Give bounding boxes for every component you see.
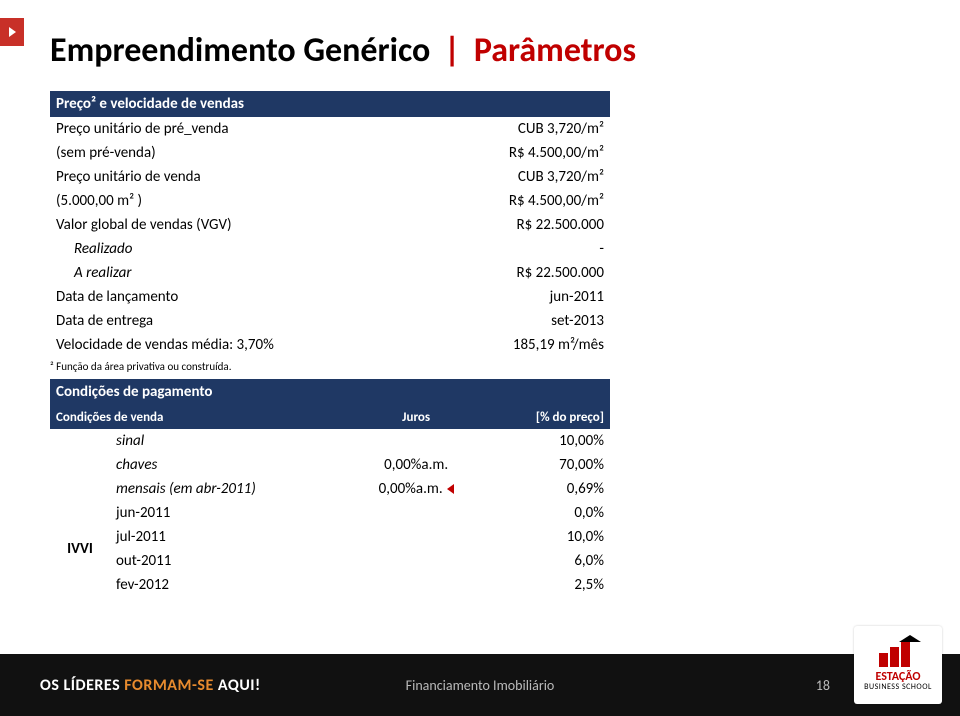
row-label: Data de lançamento <box>50 285 432 309</box>
table-row: jul-2011 10,0% <box>50 525 610 549</box>
subheader-col1: Condições de venda <box>50 405 348 429</box>
row-juros: 0,00%a.m. <box>348 477 484 501</box>
tagline-post: AQUI! <box>214 676 261 695</box>
logo: ESTAÇÃO BUSINESS SCHOOL <box>854 626 942 704</box>
footer-tagline: OS LÍDERES FORMAM-SE AQUI! <box>40 676 261 695</box>
logo-icon <box>879 639 917 667</box>
row-value: jun-2011 <box>432 285 610 309</box>
table-row: Realizado- <box>50 237 610 261</box>
title-separator: | <box>444 30 460 71</box>
row-label: Realizado <box>50 237 432 261</box>
ivvi-row-label: jun-2011 <box>110 501 348 525</box>
footer-page: 18 <box>816 677 830 694</box>
table-row: Valor global de vendas (VGV)R$ 22.500.00… <box>50 213 610 237</box>
row-label: Preço unitário de venda <box>50 165 432 189</box>
ivvi-row-value: 10,0% <box>484 525 610 549</box>
title-part1: Empreendimento Genérico <box>50 30 430 71</box>
tagline-orange: FORMAM-SE <box>124 676 213 695</box>
price-velocity-table: Preço² e velocidade de vendas Preço unit… <box>50 91 610 357</box>
table-row: Preço unitário de pré_vendaCUB 3,720/m² <box>50 117 610 141</box>
table-row: (5.000,00 m² )R$ 4.500,00/m² <box>50 189 610 213</box>
subheader-col3: [% do preço] <box>484 405 610 429</box>
row-value: 70,00% <box>484 453 610 477</box>
table-row: Velocidade de vendas média: 3,70%185,19 … <box>50 333 610 357</box>
row-label: sinal <box>110 429 348 453</box>
payment-conditions-table: Condições de pagamento Condições de vend… <box>50 379 610 597</box>
params-table-wrap: Preço² e velocidade de vendas Preço unit… <box>50 91 610 597</box>
row-label: (5.000,00 m² ) <box>50 189 432 213</box>
row-juros <box>348 429 484 453</box>
table-row: Data de entregaset-2013 <box>50 309 610 333</box>
row-value: R$ 22.500.000 <box>432 261 610 285</box>
side-tab-icon <box>0 18 24 46</box>
row-label: Velocidade de vendas média: 3,70% <box>50 333 432 357</box>
row-value: set-2013 <box>432 309 610 333</box>
table-header-row: Preço² e velocidade de vendas <box>50 91 610 117</box>
row-label: Valor global de vendas (VGV) <box>50 213 432 237</box>
triangle-icon <box>447 484 454 494</box>
row-label: mensais (em abr-2011) <box>110 477 348 501</box>
ivvi-row-value: 6,0% <box>484 549 610 573</box>
subheader-col2: Juros <box>348 405 484 429</box>
table-row: sinal 10,00% <box>50 429 610 453</box>
row-value: R$ 4.500,00/m² <box>432 189 610 213</box>
row-value: CUB 3,720/m² <box>432 165 610 189</box>
table-subheader-row: Condições de venda Juros [% do preço] <box>50 405 610 429</box>
table-row: mensais (em abr-2011) 0,00%a.m. 0,69% <box>50 477 610 501</box>
ivvi-row-label: fev-2012 <box>110 573 348 597</box>
tagline-pre: OS LÍDERES <box>40 676 124 695</box>
table-header: Condições de pagamento <box>50 379 610 405</box>
ivvi-row-label: jul-2011 <box>110 525 348 549</box>
table-row: fev-2012 2,5% <box>50 573 610 597</box>
ivvi-row-value: 0,0% <box>484 501 610 525</box>
footer-bar: OS LÍDERES FORMAM-SE AQUI! Financiamento… <box>0 654 960 716</box>
row-value: R$ 4.500,00/m² <box>432 141 610 165</box>
title-part2: Parâmetros <box>474 30 636 71</box>
row-juros: 0,00%a.m. <box>348 453 484 477</box>
row-value: R$ 22.500.000 <box>432 213 610 237</box>
row-value: - <box>432 237 610 261</box>
page-title: Empreendimento Genérico | Parâmetros <box>50 30 910 71</box>
table-row: (sem pré-venda)R$ 4.500,00/m² <box>50 141 610 165</box>
logo-sub: BUSINESS SCHOOL <box>864 683 932 691</box>
table-row: A realizarR$ 22.500.000 <box>50 261 610 285</box>
row-label: (sem pré-venda) <box>50 141 432 165</box>
ivvi-row-value: 2,5% <box>484 573 610 597</box>
table-row: Data de lançamentojun-2011 <box>50 285 610 309</box>
row-value: 0,69% <box>484 477 610 501</box>
row-value: 10,00% <box>484 429 610 453</box>
row-juros-text: 0,00%a.m. <box>379 480 443 498</box>
table-row: out-2011 6,0% <box>50 549 610 573</box>
row-label: Data de entrega <box>50 309 432 333</box>
row-value: CUB 3,720/m² <box>432 117 610 141</box>
ivvi-label: IVVI <box>50 501 110 597</box>
footnote: ² Função da área privativa ou construída… <box>50 360 610 373</box>
row-label: Preço unitário de pré_venda <box>50 117 432 141</box>
table-row: IVVI jun-2011 0,0% <box>50 501 610 525</box>
row-value: 185,19 m²/mês <box>432 333 610 357</box>
table-header: Preço² e velocidade de vendas <box>50 91 610 117</box>
row-label: chaves <box>110 453 348 477</box>
footer-center: Financiamento Imobiliário <box>406 677 555 694</box>
ivvi-row-label: out-2011 <box>110 549 348 573</box>
table-header-row: Condições de pagamento <box>50 379 610 405</box>
row-label: A realizar <box>50 261 432 285</box>
table-row: Preço unitário de vendaCUB 3,720/m² <box>50 165 610 189</box>
slide: Empreendimento Genérico | Parâmetros Pre… <box>0 0 960 716</box>
table-row: chaves 0,00%a.m. 70,00% <box>50 453 610 477</box>
